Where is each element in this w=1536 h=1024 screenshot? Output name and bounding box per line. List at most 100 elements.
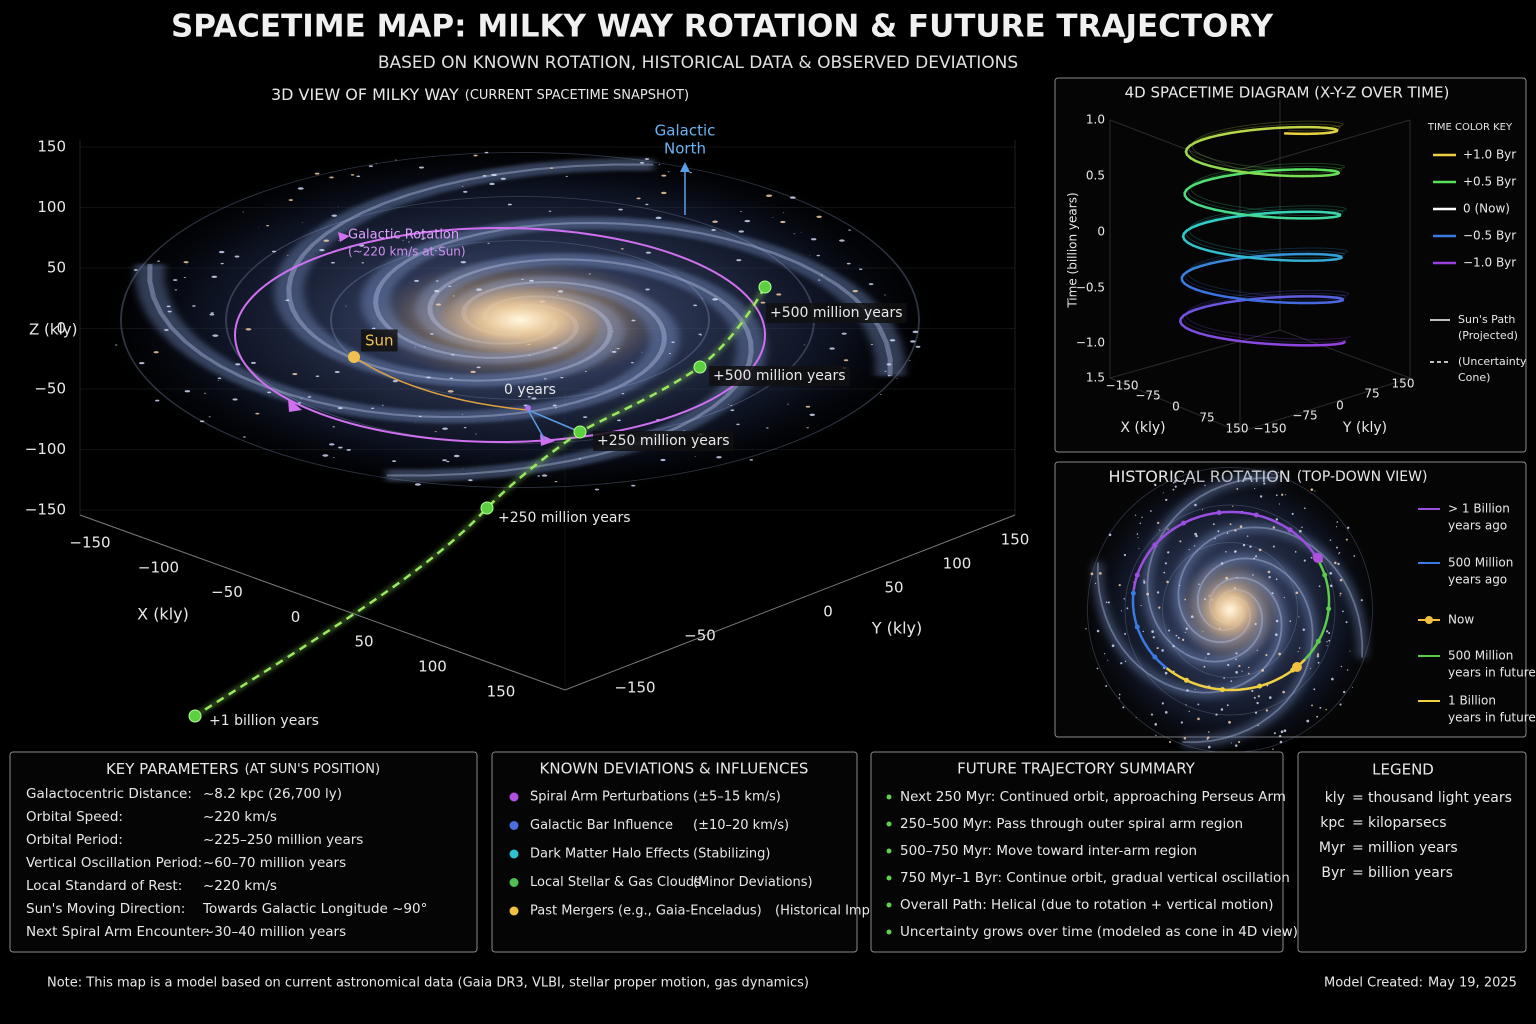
star: [434, 289, 440, 293]
helix-ghost: [1192, 148, 1197, 153]
helix-ghost: [1334, 168, 1341, 170]
star: [1150, 713, 1154, 716]
star: [1134, 514, 1137, 516]
star: [1225, 576, 1229, 580]
helix-ghost: [1270, 206, 1284, 208]
star: [749, 459, 754, 461]
helix-ghost: [1189, 306, 1195, 310]
star: [660, 458, 666, 462]
helix-ghost: [1261, 167, 1274, 170]
star: [1151, 630, 1154, 633]
trajectory-label: +250 million years: [597, 433, 730, 449]
helix-ghost: [1188, 230, 1191, 234]
star: [630, 362, 634, 364]
star: [1202, 631, 1204, 633]
star: [1261, 669, 1265, 672]
star: [1339, 703, 1342, 706]
helix-ghost: [1243, 292, 1257, 296]
star: [1205, 657, 1207, 659]
star: [554, 481, 558, 483]
helix-segment: [1252, 127, 1268, 132]
helix-ghost: [1261, 251, 1276, 254]
helix-ghost: [1204, 326, 1215, 331]
parameter-label: Orbital Period:: [26, 832, 123, 848]
helix-ghost: [1247, 252, 1262, 256]
helix-ghost: [1280, 293, 1294, 295]
key-label: −1.0 Byr: [1463, 256, 1516, 270]
helix-ghost: [1267, 293, 1281, 296]
star: [1164, 671, 1168, 675]
helix-ghost: [1267, 209, 1281, 211]
future-bullet: [886, 875, 892, 881]
helix-ghost: [1193, 262, 1200, 267]
x-axis-label: X (kly): [137, 605, 189, 624]
star: [468, 479, 473, 482]
helix-ghost: [1194, 221, 1202, 226]
helix-ghost: [1236, 248, 1250, 252]
star: [323, 239, 330, 242]
star: [1141, 516, 1143, 519]
helix-segment: [1254, 257, 1271, 261]
helix-ghost: [1201, 300, 1211, 305]
star: [153, 351, 159, 354]
star: [1284, 494, 1286, 496]
star: [1105, 601, 1108, 604]
star: [242, 211, 245, 213]
star: [1241, 670, 1243, 672]
path-key-label: (Uncertainty: [1458, 355, 1527, 368]
helix-segment: [1209, 164, 1222, 170]
star: [1329, 571, 1333, 575]
helix-segment: [1241, 170, 1257, 175]
helix-ghost: [1249, 250, 1263, 253]
y-tick-label: 100: [943, 555, 972, 573]
x-tick-label: 100: [418, 658, 447, 676]
helix-ghost: [1227, 293, 1241, 296]
helix-ghost: [1243, 291, 1256, 295]
x-tick-label: 0: [1172, 400, 1180, 414]
helix-ghost: [1337, 252, 1344, 255]
helix-ghost: [1216, 254, 1227, 259]
helix-ghost: [1240, 166, 1253, 170]
now-point: [525, 405, 531, 411]
helix-ghost: [1212, 213, 1223, 217]
star: [371, 407, 375, 409]
star: [203, 392, 207, 394]
helix-segment: [1189, 329, 1201, 335]
helix-ghost: [1201, 329, 1212, 334]
future-item: 250–500 Myr: Pass through outer spiral a…: [900, 816, 1243, 832]
legend-panel: [1297, 751, 1527, 953]
star: [208, 416, 211, 418]
star: [1190, 615, 1194, 619]
star: [1146, 592, 1149, 596]
helix-ghost: [1184, 277, 1189, 281]
legend-definition: thousand light years: [1368, 790, 1512, 806]
deviation-name: Galactic Bar Influence: [530, 818, 673, 833]
star: [1336, 521, 1339, 523]
parameter-label: Orbital Speed:: [26, 809, 123, 825]
star: [1207, 731, 1210, 733]
star: [1137, 536, 1139, 539]
star: [636, 197, 641, 200]
helix-ghost: [1342, 294, 1347, 297]
helix-ghost: [1206, 288, 1217, 292]
helix-ghost: [1214, 329, 1226, 333]
star: [1180, 721, 1183, 724]
star: [1158, 606, 1161, 609]
orbit-ring: [1124, 504, 1336, 716]
star: [484, 151, 489, 154]
helix-ghost: [1337, 122, 1342, 124]
helix-ghost: [1246, 253, 1260, 256]
star: [174, 289, 178, 291]
star: [1123, 598, 1125, 600]
star: [1174, 479, 1177, 483]
legend-label: years ago: [1448, 519, 1507, 533]
legend-definition: million years: [1368, 840, 1458, 856]
helix-ghost: [1271, 255, 1285, 258]
star: [910, 340, 916, 343]
star: [543, 378, 547, 380]
star: [212, 334, 219, 337]
star: [474, 433, 477, 435]
helix-ghost: [1201, 154, 1209, 158]
star: [285, 299, 290, 302]
deviation-effect: (Historical Impact): [775, 904, 895, 919]
